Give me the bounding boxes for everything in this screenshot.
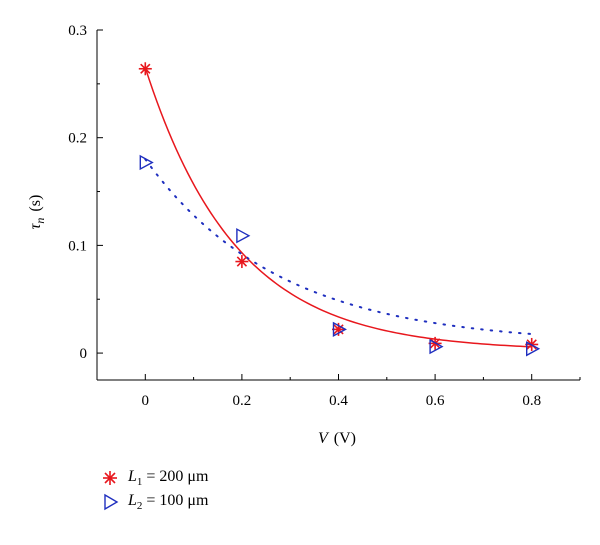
fit-curve-series-2 (144, 158, 533, 336)
data-point-series-1 (235, 255, 249, 269)
y-axis-label-symbol: τ (27, 222, 44, 229)
legend-l1-subscript: 1 (136, 476, 143, 489)
y-tick-label: 0.2 (68, 131, 87, 147)
svg-text:τn(s): τn (s) (27, 195, 47, 230)
x-axis-label: V (V) (318, 430, 356, 447)
x-axis-label-symbol: V (318, 430, 330, 447)
y-axis-label: τn (s) (27, 195, 47, 230)
legend-l1-letter: L (128, 468, 137, 485)
legend-triangle-marker (104, 493, 119, 511)
data-point-series-2 (236, 228, 251, 244)
y-tick-label: 0 (80, 346, 88, 362)
data-point-series-1 (138, 62, 152, 76)
fit-curve-series-1 (144, 67, 532, 348)
svg-text:V(V): V (V) (318, 430, 356, 447)
x-axis-label-unit: (V) (334, 430, 356, 447)
x-tick-label: 0 (142, 393, 150, 409)
x-tick-label: 0.8 (522, 393, 541, 409)
legend-l1-text: = 200 μm (142, 468, 209, 485)
y-axis-label-subscript: n (33, 218, 47, 224)
data-point-series-2 (139, 154, 154, 171)
y-tick-label: 0.3 (68, 23, 87, 39)
x-tick-label: 0.6 (426, 393, 445, 409)
data-point-series-2 (332, 321, 347, 338)
y-tick-label: 0.1 (68, 238, 87, 254)
legend-l2-text: = 100 μm (142, 492, 209, 509)
legend-asterisk-marker (103, 471, 117, 486)
legend-l2-subscript: 2 (136, 500, 143, 513)
x-tick-label: 0.2 (233, 393, 252, 409)
legend-item-l1: L1 = 200 μm (96, 468, 208, 488)
y-axis-label-unit: (s) (27, 195, 44, 212)
legend-item-l2: L2 = 100 μm (96, 492, 208, 512)
legend-l2-letter: L (128, 492, 137, 509)
data-point-series-2 (526, 341, 541, 357)
x-tick-label: 0.4 (329, 393, 348, 409)
data-point-series-2 (429, 338, 444, 355)
